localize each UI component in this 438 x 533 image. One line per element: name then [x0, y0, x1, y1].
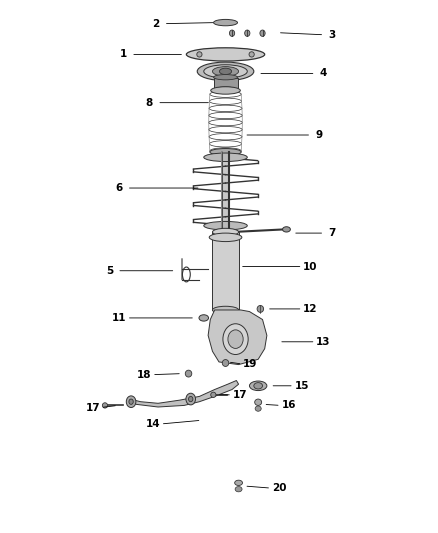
Text: 1: 1 — [120, 50, 127, 59]
Ellipse shape — [126, 396, 136, 408]
Text: 9: 9 — [315, 130, 323, 140]
Ellipse shape — [209, 233, 242, 241]
Ellipse shape — [186, 393, 195, 405]
Ellipse shape — [188, 397, 193, 402]
Text: 6: 6 — [115, 183, 123, 193]
Ellipse shape — [230, 30, 235, 36]
Bar — [212, 232, 239, 310]
Ellipse shape — [185, 370, 192, 377]
Ellipse shape — [211, 392, 216, 398]
Ellipse shape — [254, 383, 262, 389]
Text: 8: 8 — [146, 98, 153, 108]
Ellipse shape — [204, 221, 247, 230]
Ellipse shape — [212, 228, 239, 236]
Text: 12: 12 — [303, 304, 318, 314]
Bar — [223, 152, 229, 310]
Ellipse shape — [186, 48, 265, 61]
Ellipse shape — [250, 381, 267, 391]
Text: 19: 19 — [243, 359, 258, 369]
Ellipse shape — [235, 480, 243, 486]
Ellipse shape — [260, 30, 265, 36]
Text: 15: 15 — [294, 381, 309, 391]
Ellipse shape — [197, 62, 254, 80]
Text: 11: 11 — [112, 313, 126, 323]
Text: 5: 5 — [106, 266, 113, 276]
Ellipse shape — [245, 30, 250, 36]
Text: 17: 17 — [85, 402, 100, 413]
Text: 13: 13 — [316, 337, 331, 347]
Ellipse shape — [249, 52, 254, 57]
Ellipse shape — [212, 306, 239, 314]
Ellipse shape — [204, 153, 247, 161]
Ellipse shape — [223, 324, 248, 354]
FancyBboxPatch shape — [214, 78, 238, 90]
Text: 2: 2 — [152, 19, 159, 29]
Ellipse shape — [212, 67, 239, 76]
Ellipse shape — [219, 68, 232, 75]
Ellipse shape — [214, 75, 237, 80]
Ellipse shape — [255, 406, 261, 411]
Text: 20: 20 — [272, 483, 286, 493]
Text: 16: 16 — [281, 400, 296, 410]
Text: 10: 10 — [303, 262, 318, 271]
Text: 14: 14 — [145, 419, 160, 429]
Polygon shape — [127, 381, 239, 407]
Text: 3: 3 — [328, 30, 336, 40]
Ellipse shape — [222, 360, 229, 367]
Ellipse shape — [129, 399, 133, 405]
Ellipse shape — [216, 87, 235, 92]
Ellipse shape — [254, 399, 261, 406]
Ellipse shape — [197, 52, 202, 57]
Ellipse shape — [102, 403, 108, 408]
Ellipse shape — [211, 87, 240, 94]
Ellipse shape — [228, 330, 243, 349]
Text: 17: 17 — [233, 390, 247, 400]
Ellipse shape — [210, 149, 241, 156]
Text: 18: 18 — [137, 370, 152, 379]
Ellipse shape — [283, 227, 290, 232]
Ellipse shape — [199, 315, 208, 321]
Ellipse shape — [257, 305, 264, 312]
Ellipse shape — [235, 487, 242, 492]
Ellipse shape — [214, 19, 237, 26]
Text: 4: 4 — [320, 69, 327, 78]
Polygon shape — [208, 310, 267, 365]
Text: 7: 7 — [328, 228, 336, 238]
Ellipse shape — [204, 64, 247, 78]
